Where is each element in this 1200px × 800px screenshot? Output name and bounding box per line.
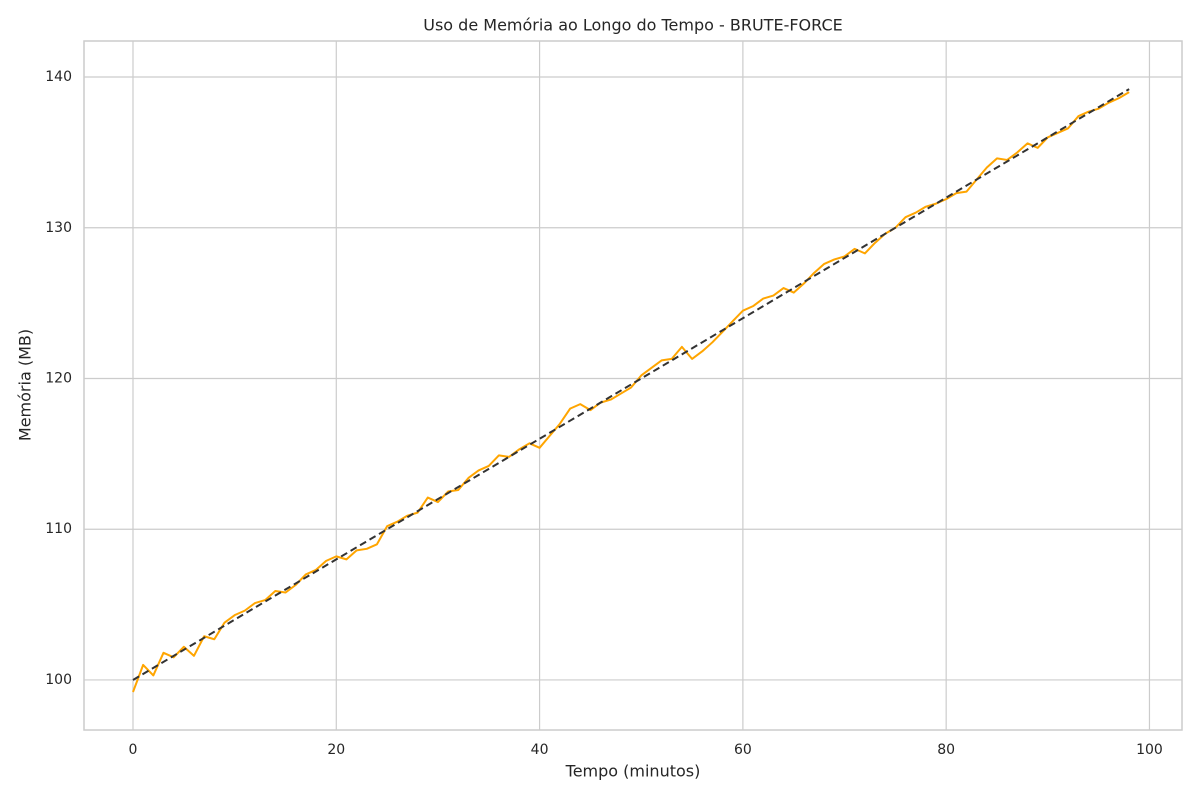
y-tick-label: 100 xyxy=(45,672,72,688)
x-tick-label: 0 xyxy=(129,742,138,758)
data-line xyxy=(132,88,1130,681)
x-tick-label: 40 xyxy=(531,742,549,758)
y-tick-label: 120 xyxy=(45,370,72,386)
y-tick-label: 110 xyxy=(45,521,72,537)
y-tick-label: 130 xyxy=(45,220,72,236)
chart-title: Uso de Memória ao Longo do Tempo - BRUTE… xyxy=(423,16,842,35)
y-tick-label: 140 xyxy=(45,69,72,85)
x-tick-label: 20 xyxy=(327,742,345,758)
x-axis-label: Tempo (minutos) xyxy=(565,762,701,781)
x-tick-label: 60 xyxy=(734,742,752,758)
x-tick-label: 100 xyxy=(1136,742,1163,758)
plot-frame xyxy=(83,40,1183,731)
y-axis-label: Memória (MB) xyxy=(16,329,35,441)
x-tick-label: 80 xyxy=(937,742,955,758)
